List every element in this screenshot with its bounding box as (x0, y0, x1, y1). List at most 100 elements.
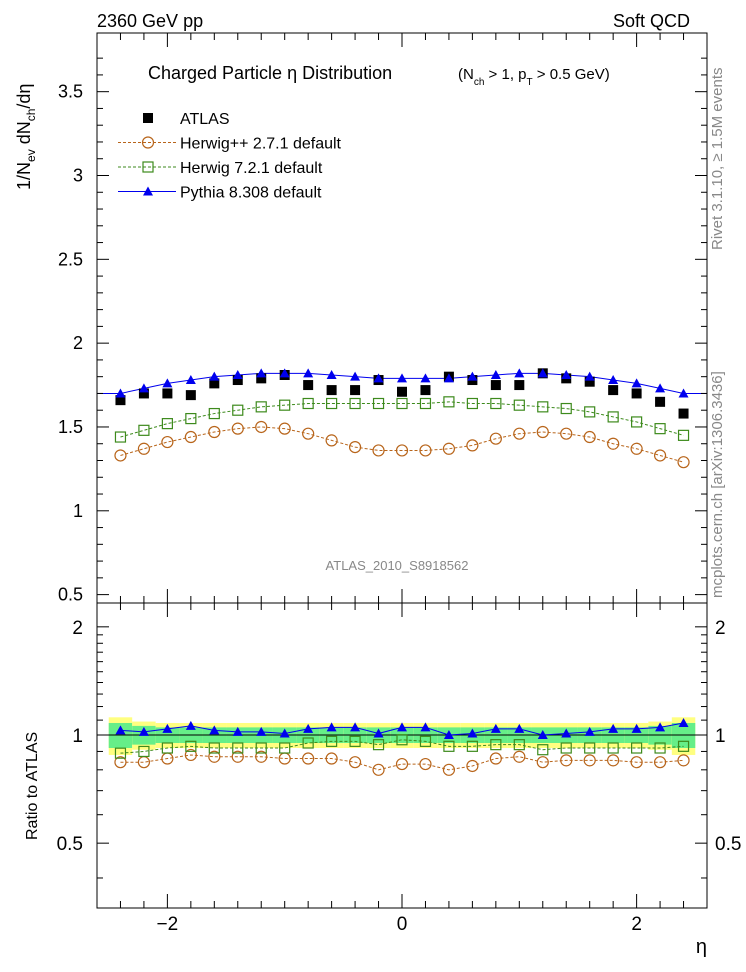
main-point-series-0 (326, 385, 337, 396)
ratio-point-series-1 (560, 742, 572, 754)
main-point-series-3 (326, 370, 337, 379)
ratio-point-series-2 (467, 728, 478, 738)
main-point-series-3 (303, 368, 314, 378)
ratio-point-series-1 (490, 739, 502, 751)
ratio-point-series-2 (420, 722, 431, 732)
main-point-series-0 (584, 376, 595, 387)
ratio-point-series-1 (513, 739, 525, 751)
ratio-point-series-2 (443, 729, 454, 739)
ratio-point-series-2 (537, 729, 548, 739)
ratio-point-series-2 (350, 722, 361, 732)
main-point-series-2 (607, 411, 619, 423)
ratio-point-series-0 (560, 754, 573, 767)
main-point-series-0 (490, 380, 501, 391)
main-ytick-label: 2.5 (58, 249, 83, 269)
mcplots-label: mcplots.cern.ch [arXiv:1306.3436] (709, 371, 726, 598)
ratio-point-series-0 (184, 748, 197, 762)
ratio-ytick-label: 0.5 (57, 834, 83, 855)
main-point-series-3 (397, 373, 407, 383)
main-point-series-2 (513, 399, 525, 411)
main-point-series-0 (608, 385, 619, 396)
main-ytick-label: 3 (73, 166, 83, 186)
ratio-point-series-2 (561, 728, 572, 738)
main-point-series-3 (232, 370, 243, 379)
main-point-series-3 (162, 378, 173, 388)
ratio-point-series-2 (115, 725, 126, 735)
main-point-series-1 (653, 449, 667, 462)
ratio-point-series-2 (584, 726, 595, 736)
header-left: 2360 GeV pp (97, 11, 203, 31)
main-point-series-0 (397, 386, 407, 397)
main-point-series-0 (514, 380, 525, 391)
legend-label: Pythia 8.308 default (180, 185, 322, 202)
main-point-series-1 (114, 449, 127, 462)
main-point-series-0 (256, 373, 267, 384)
ratio-point-series-0 (231, 750, 244, 763)
ratio-point-series-1 (114, 747, 127, 759)
ratio-point-series-0 (583, 754, 596, 767)
main-point-series-2 (138, 424, 150, 436)
ratio-point-series-1 (419, 735, 432, 747)
main-point-series-2 (279, 399, 291, 411)
ratio-point-series-2 (256, 726, 267, 736)
ratio-line-series-1 (120, 739, 684, 754)
ratio-point-series-1 (537, 744, 549, 756)
main-point-series-1 (348, 440, 362, 454)
main-ylabel: 1/Nev dNch/dη (14, 84, 38, 190)
ratio-point-series-2 (162, 723, 173, 733)
legend-label: ATLAS (180, 111, 230, 128)
ratio-point-series-0 (372, 763, 385, 776)
ratio-point-series-1 (326, 735, 338, 747)
ratio-point-series-1 (372, 739, 385, 751)
x-tick-label: −2 (157, 914, 179, 935)
main-point-series-1 (302, 427, 315, 440)
main-point-series-3 (655, 383, 666, 393)
ratio-point-series-1 (255, 742, 267, 754)
ratio-band-inner (671, 722, 696, 749)
header-right: Soft QCD (613, 11, 690, 31)
main-point-series-2 (677, 429, 690, 441)
main-point-series-2 (631, 416, 643, 428)
legend: ATLAS Herwig++ 2.7.1 default Herwig 7.2.1 … (118, 111, 342, 202)
ratio-band-inner (108, 722, 133, 749)
main-line-series-1 (120, 426, 684, 463)
main-point-series-1 (184, 430, 197, 444)
main-point-series-2 (396, 397, 408, 410)
ratio-point-series-2 (232, 726, 243, 736)
ratio-point-series-0 (395, 757, 409, 771)
legend-marker (143, 113, 153, 123)
legend-marker (142, 161, 154, 173)
main-point-series-0 (678, 408, 689, 419)
main-point-series-3 (279, 368, 290, 378)
main-point-series-0 (420, 385, 431, 396)
ratio-ylabel: Ratio to ATLAS (24, 732, 41, 840)
main-point-series-2 (161, 418, 173, 430)
main-point-series-0 (138, 388, 149, 399)
main-point-series-3 (256, 368, 267, 378)
main-point-series-3 (561, 370, 572, 379)
ratio-panel: 0.5 0.5 1 1 2 2 −2 0 2 Ratio to ATLAS η (24, 602, 741, 958)
main-point-series-3 (373, 373, 384, 383)
main-point-series-3 (678, 388, 689, 398)
main-title-suffix: (Nch > 1, pT > 0.5 GeV) (458, 66, 610, 88)
ratio-point-series-0 (489, 752, 502, 765)
rivet-label: Rivet 3.1.10, ≥ 1.5M events (709, 68, 726, 251)
main-point-series-1 (442, 442, 456, 455)
main-point-series-3 (631, 378, 642, 388)
legend-label: Herwig 7.2.1 default (180, 160, 323, 177)
ratio-point-series-1 (185, 740, 197, 752)
watermark: ATLAS_2010_S8918562 (326, 558, 469, 573)
legend-marker (143, 186, 153, 196)
main-point-series-2 (466, 397, 478, 410)
ratio-point-series-0 (677, 754, 690, 767)
ratio-point-series-2 (209, 725, 220, 735)
ratio-point-series-2 (326, 722, 337, 732)
main-point-series-3 (490, 370, 501, 379)
main-point-series-2 (490, 397, 502, 410)
ratio-point-series-1 (654, 742, 666, 754)
x-tick-label: 0 (397, 914, 408, 935)
main-ytick-label: 1 (73, 501, 83, 521)
main-point-series-2 (560, 402, 572, 415)
main-point-series-2 (114, 431, 127, 443)
main-point-series-1 (419, 444, 432, 457)
